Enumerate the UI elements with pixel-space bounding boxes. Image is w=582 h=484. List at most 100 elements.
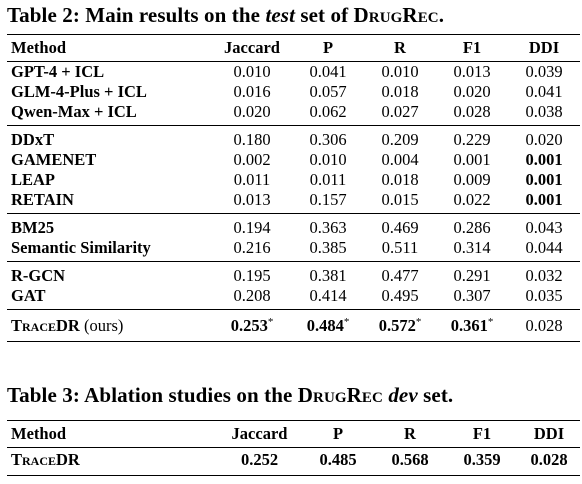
jaccard-value: 0.252 [217, 447, 302, 476]
header-jaccard: Jaccard [217, 420, 302, 448]
precision-value-best: 0.484* [292, 309, 364, 342]
recall-value: 0.018 [381, 170, 419, 189]
precision-value: 0.485 [302, 447, 374, 476]
table2-caption: Table 2: Main results on the test set of… [7, 3, 444, 28]
precision-value: 0.041 [309, 62, 347, 81]
table2-caption-suffix: . [438, 3, 445, 27]
precision-value: 0.057 [309, 82, 347, 101]
jaccard-value: 0.002 [233, 150, 271, 169]
table2-caption-middle: set of [295, 3, 354, 27]
ddi-value: 0.020 [508, 125, 580, 150]
method-name-ours: TraceDR (ours) [7, 309, 212, 342]
method-name: GAMENET [11, 150, 97, 169]
jaccard-value: 0.016 [233, 82, 271, 101]
significance-mark: * [415, 316, 422, 328]
table3-header-row: Method Jaccard P R F1 DDI [7, 420, 580, 448]
method-name: GPT-4 + ICL [11, 62, 105, 81]
ddi-value-best: 0.001 [525, 190, 563, 209]
table-row: LEAP 0.011 0.011 0.018 0.009 0.001 [7, 170, 580, 190]
header-method: Method [7, 34, 212, 62]
jaccard-value: 0.194 [212, 213, 292, 238]
table3-caption: Table 3: Ablation studies on the DrugRec… [7, 383, 453, 408]
method-name: TraceDR [7, 447, 217, 476]
recall-value: 0.495 [381, 286, 419, 305]
ddi-value: 0.039 [525, 62, 563, 81]
ours-label: (ours) [79, 316, 124, 335]
recall-value: 0.477 [364, 261, 436, 286]
table3-caption-dataset: DrugRec [297, 383, 383, 407]
table2-caption-dataset: DrugRec [353, 3, 439, 27]
precision-value: 0.062 [309, 102, 347, 121]
header-ddi: DDI [508, 34, 580, 62]
method-name-tracedr: TraceDR [11, 450, 80, 469]
f1-value: 0.022 [453, 190, 491, 209]
f1-value: 0.286 [436, 213, 508, 238]
f1-value: 0.307 [453, 286, 491, 305]
significance-mark: * [267, 316, 274, 328]
method-name: Qwen-Max + ICL [11, 102, 137, 121]
table3-ablation: Method Jaccard P R F1 DDI TraceDR 0.252 … [7, 420, 580, 476]
jaccard-value: 0.180 [212, 125, 292, 150]
table-row: Qwen-Max + ICL 0.020 0.062 0.027 0.028 0… [7, 102, 580, 126]
recall-value: 0.511 [381, 238, 419, 257]
method-name: BM25 [7, 213, 212, 238]
table2-caption-split: test [265, 3, 295, 27]
f1-value: 0.314 [453, 238, 491, 257]
header-jaccard: Jaccard [212, 34, 292, 62]
table3-caption-prefix: Table 3: Ablation studies on the [7, 383, 298, 407]
jaccard-number: 0.253 [230, 316, 268, 335]
f1-value: 0.291 [436, 261, 508, 286]
table-row: R-GCN 0.195 0.381 0.477 0.291 0.032 [7, 261, 580, 286]
recall-value: 0.004 [381, 150, 419, 169]
ddi-value: 0.044 [525, 238, 563, 257]
table3-caption-suffix: set. [417, 383, 454, 407]
method-name-tracedr: TraceDR [11, 316, 80, 335]
method-name: Semantic Similarity [11, 238, 151, 257]
f1-value: 0.009 [453, 170, 491, 189]
header-precision: P [302, 420, 374, 448]
significance-mark: * [487, 316, 494, 328]
significance-mark: * [343, 316, 350, 328]
f1-value-best: 0.361* [436, 309, 508, 342]
jaccard-value-best: 0.253* [212, 309, 292, 342]
table-row: GAMENET 0.002 0.010 0.004 0.001 0.001 [7, 150, 580, 170]
precision-number: 0.484 [306, 316, 344, 335]
table2-header-row: Method Jaccard P R F1 DDI [7, 34, 580, 62]
ddi-value: 0.043 [508, 213, 580, 238]
ddi-value: 0.041 [525, 82, 563, 101]
table2-caption-prefix: Table 2: Main results on the [7, 3, 266, 27]
header-ddi: DDI [518, 420, 580, 448]
table-row: GAT 0.208 0.414 0.495 0.307 0.035 [7, 286, 580, 310]
table2-main-results: Method Jaccard P R F1 DDI GPT-4 + ICL 0.… [7, 34, 580, 342]
ddi-value: 0.028 [518, 447, 580, 476]
method-name: DDxT [7, 125, 212, 150]
jaccard-value: 0.013 [233, 190, 271, 209]
jaccard-value: 0.216 [233, 238, 271, 257]
header-method: Method [7, 420, 217, 448]
header-precision: P [292, 34, 364, 62]
table-row: GLM-4-Plus + ICL 0.016 0.057 0.018 0.020… [7, 82, 580, 102]
ddi-value-best: 0.001 [525, 150, 563, 169]
precision-value: 0.363 [292, 213, 364, 238]
recall-value: 0.568 [374, 447, 446, 476]
recall-value: 0.010 [381, 62, 419, 81]
table-row: RETAIN 0.013 0.157 0.015 0.022 0.001 [7, 190, 580, 214]
f1-value: 0.020 [453, 82, 491, 101]
ddi-value-best: 0.001 [525, 170, 563, 189]
header-f1: F1 [436, 34, 508, 62]
f1-value: 0.229 [436, 125, 508, 150]
recall-number: 0.572 [378, 316, 416, 335]
recall-value: 0.469 [364, 213, 436, 238]
table-row: TraceDR 0.252 0.485 0.568 0.359 0.028 [7, 447, 580, 476]
precision-value: 0.010 [309, 150, 347, 169]
precision-value: 0.011 [309, 170, 347, 189]
f1-value: 0.001 [453, 150, 491, 169]
ddi-value: 0.038 [525, 102, 563, 121]
jaccard-value: 0.020 [233, 102, 271, 121]
precision-value: 0.385 [309, 238, 347, 257]
table-row-ours: TraceDR (ours) 0.253* 0.484* 0.572* 0.36… [7, 309, 580, 342]
recall-value: 0.018 [381, 82, 419, 101]
jaccard-value: 0.208 [233, 286, 271, 305]
table-row: Semantic Similarity 0.216 0.385 0.511 0.… [7, 238, 580, 262]
jaccard-value: 0.195 [212, 261, 292, 286]
